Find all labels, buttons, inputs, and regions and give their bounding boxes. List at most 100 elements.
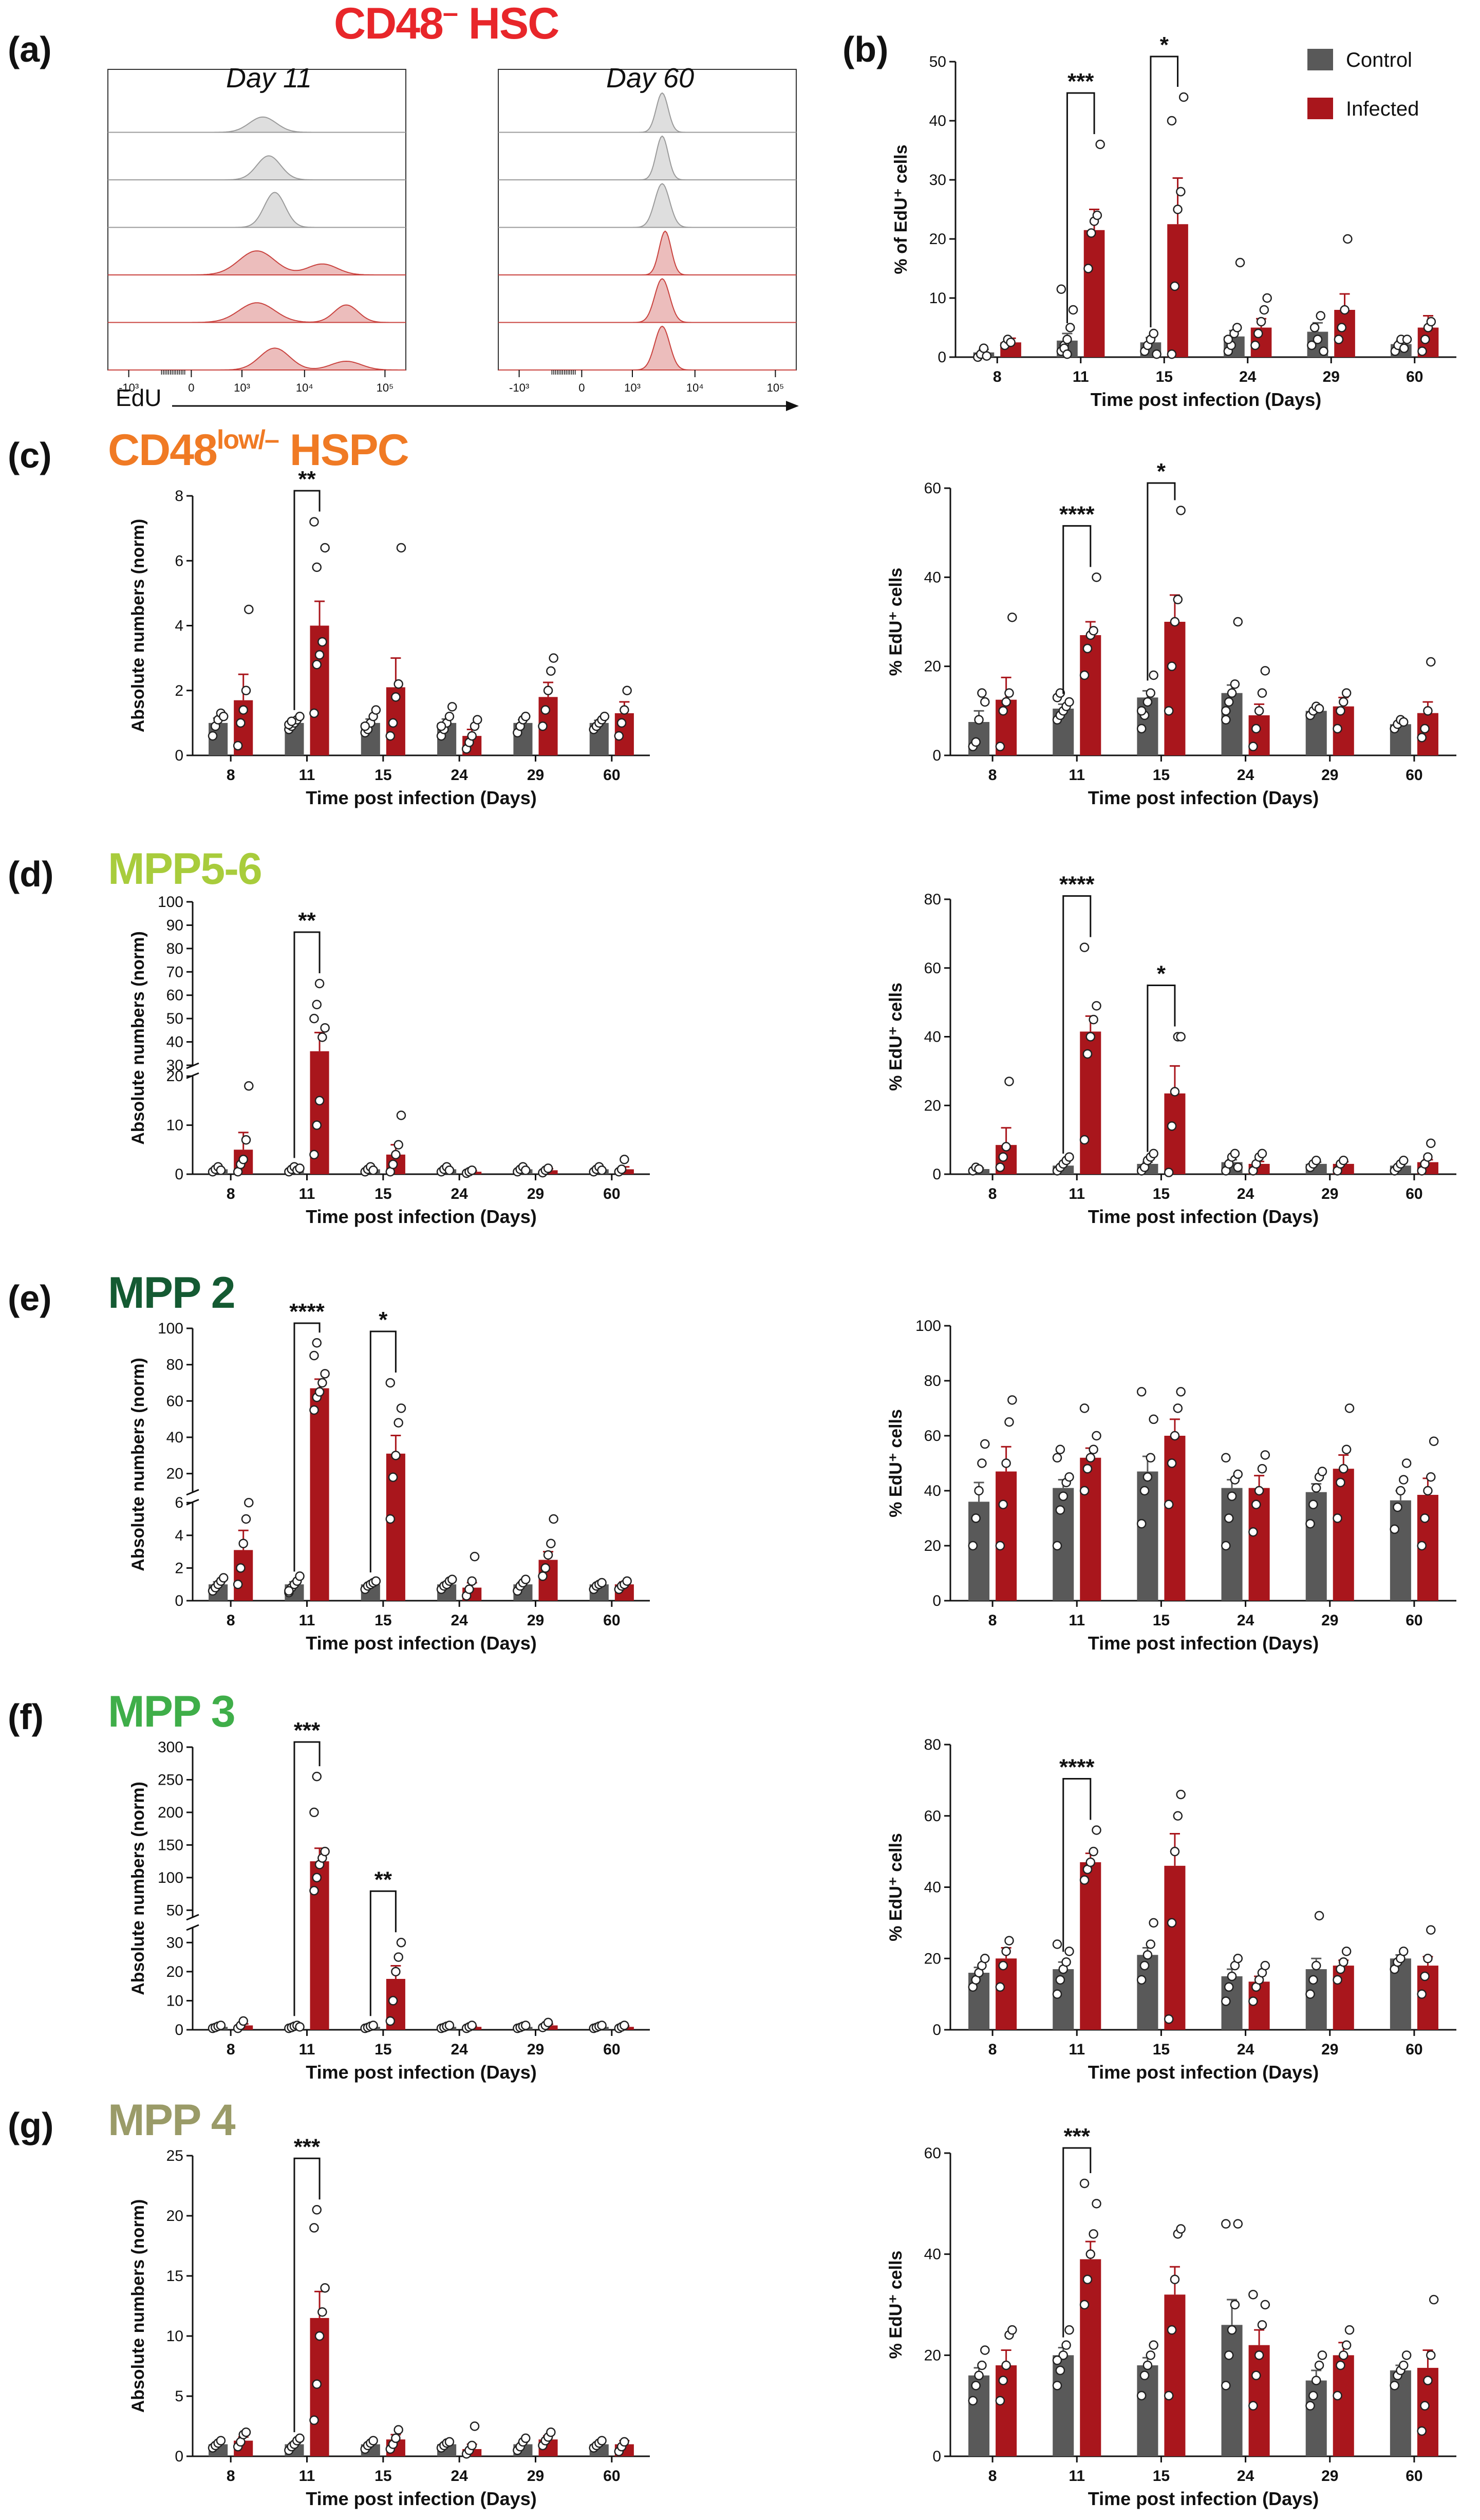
y-axis-label: Absolute numbers (norm) [128, 1782, 148, 1995]
data-point [1260, 666, 1270, 676]
x-tick-label: 60 [1406, 1185, 1422, 1202]
data-point [1233, 2219, 1243, 2229]
data-point [1079, 2300, 1090, 2310]
data-point [238, 1539, 248, 1548]
x-axis-label: Time post infection (Days) [1088, 2062, 1319, 2083]
panel-title-main: MPP5-6 [108, 844, 261, 894]
data-point [521, 1165, 531, 1175]
y-tick-label: 20 [924, 2347, 941, 2364]
panel-label-a: (a) [8, 29, 52, 69]
data-point [1429, 1436, 1439, 1446]
panel-a-flow-histograms: (a) CD48– HSC -10³ 0 10³ 10⁴ 10⁵ -10³ 0 10³ 10⁴… [8, 0, 799, 411]
data-point [616, 718, 627, 728]
chart-g_abs: 0 5 10 15 20 25 Absolute numbers (norm) Time po… [128, 2134, 650, 2509]
data-point [1417, 346, 1427, 356]
data-point [467, 731, 477, 741]
bar-infected [1080, 1457, 1101, 1601]
data-point [309, 1013, 319, 1024]
panel-label-d: (d) [8, 854, 53, 894]
y-tick-label: 15 [166, 2268, 183, 2285]
data-point [1061, 1957, 1071, 1967]
data-point [447, 702, 457, 712]
data-point [980, 1439, 990, 1449]
data-point [540, 705, 550, 715]
data-point [614, 731, 624, 741]
y-tick-label: 80 [166, 1357, 183, 1374]
x-tick-label: 8 [993, 368, 1002, 385]
data-point [597, 1578, 607, 1588]
x-tick-label: 29 [527, 767, 544, 784]
data-point [1423, 1954, 1433, 1963]
data-point [521, 1574, 531, 1584]
y-tick-label: 10 [166, 1117, 183, 1134]
x-tick-label: 24 [1239, 368, 1257, 385]
flow-histogram-trace [108, 155, 406, 180]
flow-day-11-label: Day 11 [226, 63, 312, 94]
x-axis-label: Time post infection (Days) [306, 787, 536, 808]
significance-bracket [1147, 985, 1176, 1152]
data-point [1417, 733, 1427, 743]
data-point [977, 2360, 987, 2370]
data-point [538, 1571, 548, 1581]
data-point [1257, 1148, 1267, 1159]
significance-bracket [369, 1330, 397, 1573]
data-point [1167, 1918, 1177, 1928]
data-point [1221, 1541, 1231, 1551]
x-tick-label: 60 [603, 1185, 620, 1202]
significance-label: **** [1059, 872, 1095, 897]
y-tick-label: 0 [175, 747, 183, 764]
y-tick-label: 100 [158, 894, 183, 911]
x-tick-label: 29 [527, 1612, 544, 1629]
data-point [1068, 305, 1078, 315]
data-point [1178, 92, 1189, 102]
data-point [394, 679, 403, 689]
flow-histogram-trace [108, 116, 406, 133]
data-point [1311, 2376, 1321, 2385]
x-tick-label: 15 [374, 2041, 391, 2058]
y-tick-label: 20 [929, 231, 946, 248]
data-point [1064, 2325, 1074, 2335]
data-point [543, 1550, 553, 1560]
data-point [1420, 2401, 1430, 2411]
data-point [444, 1165, 455, 1175]
axis-break-mark [186, 1489, 199, 1496]
data-point [1429, 2294, 1439, 2305]
data-point [1055, 1975, 1065, 1985]
data-point [1089, 626, 1098, 636]
bar-infected [1164, 1093, 1186, 1174]
data-point [470, 1551, 480, 1562]
data-point [1336, 2360, 1345, 2370]
data-point [1337, 323, 1347, 332]
data-point [295, 712, 305, 721]
data-point [1232, 323, 1242, 332]
data-point [543, 2017, 553, 2028]
data-point [1248, 742, 1258, 751]
data-point [1149, 328, 1158, 339]
data-point [1399, 343, 1409, 353]
significance-label: ** [298, 467, 316, 492]
data-point [977, 688, 987, 698]
data-point [521, 2433, 531, 2443]
data-point [1221, 706, 1231, 716]
y-tick-label: 20 [166, 1963, 183, 1980]
data-point [1426, 1925, 1436, 1935]
data-point [314, 2331, 325, 2341]
data-point [1007, 2325, 1017, 2335]
data-point [1170, 1087, 1180, 1097]
x-tick-label: 15 [374, 1612, 391, 1629]
data-point [620, 1155, 629, 1164]
significance-label: ** [374, 1867, 392, 1892]
x-tick-label: 11 [1069, 2468, 1085, 2485]
data-point [1307, 340, 1317, 350]
data-point [1079, 2178, 1090, 2189]
x-tick-label: 11 [299, 767, 315, 784]
y-tick-label: 60 [924, 1428, 941, 1444]
data-point [464, 1584, 474, 1594]
data-point [1052, 2381, 1062, 2391]
data-point [467, 2021, 477, 2030]
panel-label-g: (g) [8, 2105, 53, 2145]
data-point [1305, 1518, 1315, 1529]
data-point [1224, 1982, 1234, 1992]
y-axis-label: % EdU⁺ cells [886, 2251, 906, 2359]
